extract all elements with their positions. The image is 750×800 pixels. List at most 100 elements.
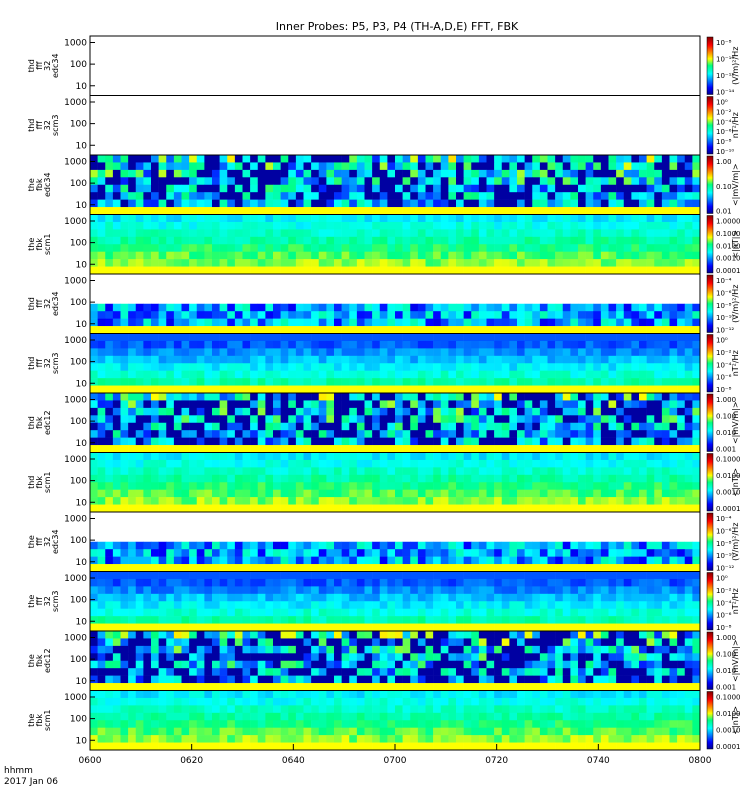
panel-10-ytick-label-1000: 1000 [64, 574, 87, 584]
panel-3-ytick-label-100: 100 [70, 179, 87, 189]
panel-5-label-line-3: 32 [43, 299, 52, 309]
panel-6-label-line-1: thd [27, 357, 36, 370]
panel-2-colorbar-label-5: 10⁻⁸ [716, 138, 732, 146]
date-label: 2017 Jan 06 [4, 777, 58, 787]
panel-1-colorbar-label-2: 10⁻¹⁰ [716, 56, 734, 64]
panel-9-ytick-label-1000: 1000 [64, 514, 87, 524]
panel-9-label-line-2: fff [35, 537, 44, 546]
panel-11: 10 100 1000 the fbk edc12 1.000 0.100 0.010 0.001… [27, 630, 740, 692]
panel-1-colorbar: 10⁻⁸ 10⁻¹⁰ 10⁻¹² 10⁻¹⁴ (V/m)²/Hz [706, 36, 740, 97]
panel-8-label-line-2: fbk [35, 476, 44, 489]
panel-2-label-line-1: thd [27, 119, 36, 132]
panel-9-colorbar-label-5: 10⁻¹² [716, 565, 734, 573]
panel-11-label-line-3: edc12 [43, 648, 52, 673]
panel-7: 10 100 1000 thd fbk edc12 1.000 0.100 0.010 0.001… [27, 392, 740, 454]
panel-3-colorbar-label-2: 0.10 [716, 183, 732, 191]
panel-8-ytick-label-1000: 1000 [64, 455, 87, 465]
x-tick-label-0700: 0700 [384, 756, 407, 766]
panel-3-colorbar-unit: <|mV/m|> [731, 163, 740, 206]
panel-5-colorbar-unit: (V/m)²/Hz [731, 285, 740, 323]
panel-6-colorbar-label-2: 10⁻² [716, 349, 732, 357]
panel-5-colorbar: 10⁻⁴ 10⁻⁶ 10⁻⁸ 10⁻¹⁰ 10⁻¹² (V/m)²/Hz [706, 274, 740, 335]
panel-10-label-line-1: the [27, 595, 36, 608]
panel-8-ytick-label-10: 10 [76, 498, 88, 508]
panel-4-colorbar-label-2: 0.1000 [716, 230, 741, 238]
x-tick-label-0740: 0740 [587, 756, 610, 766]
panel-12-colorbar-label-3: 0.0010 [716, 727, 741, 735]
x-tick-label-0640: 0640 [282, 756, 305, 766]
panel-12-ytick-label-10: 10 [76, 736, 88, 746]
panel-6-colorbar-label-5: 10⁻⁸ [716, 386, 732, 394]
panel-12-colorbar-scale [706, 691, 714, 750]
panel-8-ytick-label-100: 100 [70, 477, 87, 487]
panel-12-colorbar-label-4: 0.0001 [716, 743, 741, 751]
panel-4-colorbar-label-1: 1.0000 [716, 218, 741, 226]
panel-9-colorbar-label-3: 10⁻⁸ [716, 540, 732, 548]
panel-6-colorbar-label-3: 10⁻⁴ [716, 361, 732, 369]
panel-11-colorbar-unit: <|mV/m|> [731, 639, 740, 682]
panel-11-colorbar-label-3: 0.010 [716, 667, 736, 675]
panel-9-label-line-1: the [27, 535, 36, 548]
panel-10-colorbar-label-4: 10⁻⁶ [716, 612, 732, 620]
panel-4-label-line-2: fbk [35, 238, 44, 251]
panel-3-label-line-1: the [27, 178, 36, 191]
panel-8: 10 100 1000 thd fbk scm1 0.1000 0.0100 0.0010 0.0… [27, 452, 741, 513]
panel-6-colorbar-scale [706, 334, 714, 393]
panel-2-colorbar-label-4: 10⁻⁶ [716, 128, 732, 136]
panel-1-colorbar-label-4: 10⁻¹⁴ [716, 89, 734, 97]
panel-7-colorbar-label-2: 0.100 [716, 413, 736, 421]
panel-5-spectrogram [90, 303, 701, 334]
panel-10-colorbar-unit: nT²/Hz [731, 588, 740, 614]
panel-7-label-line-1: thd [27, 416, 36, 429]
panel-1-label-line-4: edc34 [51, 53, 60, 78]
panel-2-label-line-3: 32 [43, 120, 52, 130]
panel-8-colorbar-label-2: 0.0100 [716, 472, 741, 480]
panel-4-label-line-3: scm1 [43, 234, 52, 255]
panel-2-frame [89, 95, 701, 156]
panel-8-colorbar-label-3: 0.0010 [716, 489, 741, 497]
panel-4-colorbar-label-4: 0.0010 [716, 255, 741, 263]
panel-10: 10 100 1000 the fff 32 scm3 10⁰ 10⁻² 10⁻⁴ 10⁻⁶ 10⁻⁸… [27, 571, 740, 632]
panel-10-spectrogram [90, 571, 701, 632]
panel-6-label-line-3: 32 [43, 358, 52, 368]
panel-12-spectrogram [90, 690, 701, 751]
panel-1-ytick-label-1000: 1000 [64, 38, 87, 48]
panel-9-label-line-3: 32 [43, 537, 52, 547]
panel-8-colorbar-scale [706, 453, 714, 512]
panel-9-label-line-4: edc34 [51, 529, 60, 554]
panel-4-ytick-label-100: 100 [70, 239, 87, 249]
panel-5-colorbar-label-2: 10⁻⁶ [716, 289, 732, 297]
panel-7-label-line-2: fbk [35, 416, 44, 429]
panel-11-label-line-2: fbk [35, 654, 44, 667]
panel-9-spectrogram [90, 541, 701, 572]
panel-3-ytick-label-10: 10 [76, 201, 88, 211]
panel-2-label-line-2: fff [35, 121, 44, 130]
panel-6: 10 100 1000 thd fff 32 scm3 10⁰ 10⁻² 10⁻⁴ 10⁻⁶ 10⁻⁸… [27, 333, 740, 394]
panel-2-colorbar-label-3: 10⁻⁴ [716, 118, 732, 126]
panel-8-spectrogram [90, 452, 701, 513]
panel-4-label-line-1: the [27, 238, 36, 251]
panel-4-colorbar-label-5: 0.0001 [716, 267, 741, 275]
panel-8-colorbar: 0.1000 0.0100 0.0010 0.0001 <|nT|> [706, 453, 741, 513]
panel-11-colorbar-scale [706, 631, 714, 690]
panel-4-colorbar: 1.0000 0.1000 0.0100 0.0010 0.0001 <|nT|> [706, 215, 741, 275]
panel-8-colorbar-unit: <|nT|> [731, 468, 740, 497]
panel-11-spectrogram [90, 631, 701, 691]
panel-11-label-line-1: the [27, 654, 36, 667]
panel-2-ytick-label-10: 10 [76, 141, 88, 151]
panel-1-ytick-label-10: 10 [76, 82, 88, 92]
panel-9-ytick-label-100: 100 [70, 536, 87, 546]
panel-4-colorbar-unit: <|nT|> [731, 230, 740, 259]
panel-3-spectrogram [90, 155, 701, 215]
x-axis: 0600 0620 0640 0700 0720 0740 0800 [79, 744, 712, 766]
panel-5-label-line-2: fff [35, 299, 44, 308]
x-tick-label-0800: 0800 [689, 756, 712, 766]
panel-7-spectrogram [90, 393, 701, 453]
panel-7-ytick-label-1000: 1000 [64, 395, 87, 405]
panel-10-colorbar-label-1: 10⁰ [716, 575, 728, 583]
panel-7-ytick-label-100: 100 [70, 417, 87, 427]
panel-12-ytick-label-1000: 1000 [64, 693, 87, 703]
